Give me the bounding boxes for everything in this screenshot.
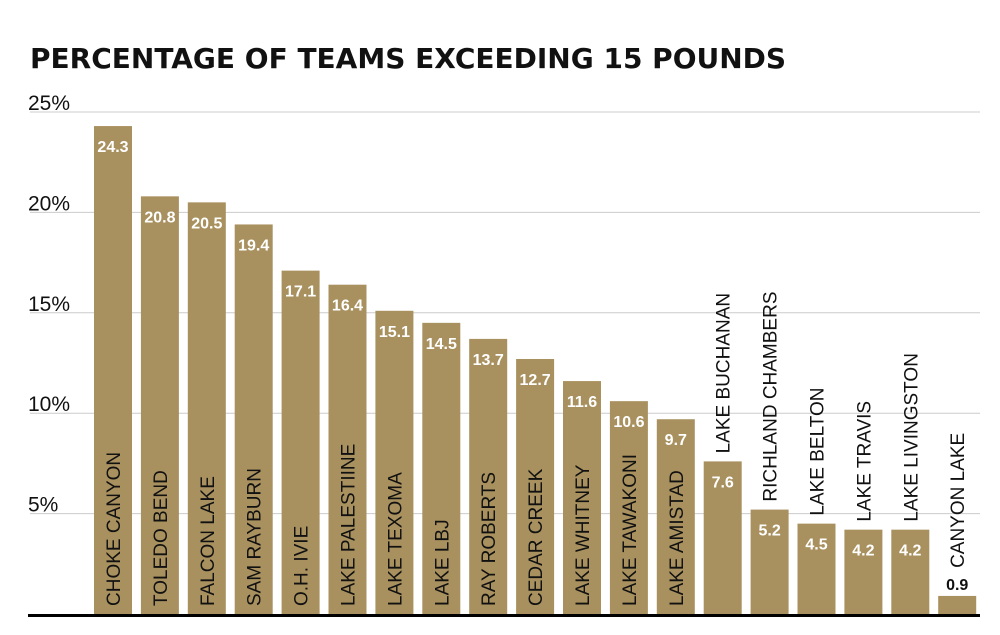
bar: [187, 202, 226, 615]
bar: [281, 270, 320, 614]
category-label: RAY ROBERTS: [479, 472, 500, 606]
bar-group: CHOKE CANYON 24.3: [94, 126, 132, 614]
category-label: SAM RAYBURN: [245, 468, 266, 606]
value-label: 4.2: [899, 543, 921, 560]
bar-group: LAKE PALESTIINE 16.4: [328, 284, 367, 614]
y-tick-label: 15%: [28, 293, 70, 316]
value-label: 14.5: [426, 336, 457, 353]
category-label: LAKE BUCHANAN: [714, 293, 735, 454]
category-label: TOLEDO BEND: [151, 470, 172, 606]
value-label: 15.1: [379, 324, 410, 341]
bar: [140, 196, 179, 614]
category-label: LAKE PALESTIINE: [339, 444, 360, 606]
bar-group: LAKE AMISTAD 9.7: [656, 419, 695, 614]
category-label: LAKE WHITNEY: [573, 464, 594, 606]
bar-group: LAKE TAWAKONI 10.6: [609, 401, 648, 614]
bars: CHOKE CANYON 24.3 TOLEDO BEND 20.8 FALCON LA…: [94, 126, 977, 615]
value-label: 24.3: [97, 139, 128, 156]
bar-group: LAKE TRAVIS 4.2: [844, 401, 883, 614]
bar: [609, 401, 648, 614]
y-tick-label: 10%: [28, 393, 70, 416]
bar: [234, 224, 273, 614]
value-label: 10.6: [613, 414, 644, 431]
bar-group: LAKE TEXOMA 15.1: [375, 310, 414, 614]
bar-group: O.H. IVIE 17.1: [281, 270, 320, 614]
category-label: LAKE LIVINGSTON: [901, 353, 922, 522]
value-label: 5.2: [758, 523, 780, 540]
bar: [703, 461, 742, 614]
bar: [422, 322, 461, 614]
category-label: LAKE TAWAKONI: [620, 454, 641, 606]
bar-group: LAKE LBJ 14.5: [422, 322, 461, 614]
value-label: 16.4: [332, 298, 363, 315]
value-label: 19.4: [238, 237, 269, 254]
y-tick-label: 20%: [28, 192, 70, 215]
category-label: LAKE AMISTAD: [667, 470, 688, 606]
bar: [891, 529, 930, 614]
bar: [750, 509, 789, 614]
category-label: RICHLAND CHAMBERS: [761, 291, 782, 501]
value-label: 9.7: [665, 432, 687, 449]
bar: [328, 284, 367, 614]
category-label: LAKE LBJ: [432, 519, 453, 606]
value-label: 7.6: [712, 474, 734, 491]
category-label: CANYON LAKE: [948, 433, 969, 568]
bar-group: TOLEDO BEND 20.8: [140, 196, 179, 614]
value-label: 11.6: [567, 394, 597, 411]
value-label: 20.5: [191, 215, 222, 232]
bar-group: RICHLAND CHAMBERS 5.2: [750, 291, 789, 614]
category-label: LAKE BELTON: [808, 387, 829, 515]
bar-group: CEDAR CREEK 12.7: [516, 358, 555, 614]
y-tick-label: 5%: [28, 494, 58, 517]
bar: [797, 523, 836, 614]
category-label: FALCON LAKE: [198, 476, 219, 606]
value-label: 17.1: [285, 284, 316, 301]
value-label: 13.7: [473, 352, 504, 369]
category-label: CHOKE CANYON: [104, 452, 125, 606]
value-label: 4.2: [852, 543, 874, 560]
bar: [938, 595, 977, 614]
bar-group: LAKE BUCHANAN 7.6: [703, 293, 742, 614]
bar: [563, 381, 601, 614]
value-label: 20.8: [144, 209, 175, 226]
category-label: LAKE TRAVIS: [854, 401, 875, 522]
bar-group: LAKE LIVINGSTON 4.2: [891, 353, 930, 614]
bar: [516, 358, 555, 614]
bar-group: SAM RAYBURN 19.4: [234, 224, 273, 614]
bar-group: CANYON LAKE 0.9: [938, 433, 977, 614]
bar-group: RAY ROBERTS 13.7: [469, 338, 508, 614]
value-label: 4.5: [805, 537, 827, 554]
bar: [656, 419, 695, 614]
bar: [94, 126, 132, 614]
bar-group: LAKE BELTON 4.5: [797, 387, 836, 614]
category-label: LAKE TEXOMA: [385, 472, 406, 606]
bar: [469, 338, 508, 614]
bar-group: LAKE WHITNEY 11.6: [563, 381, 601, 614]
value-label: 12.7: [520, 372, 551, 389]
bar: [844, 529, 883, 614]
category-label: O.H. IVIE: [292, 526, 313, 606]
category-label: CEDAR CREEK: [526, 468, 547, 606]
value-label: 0.9: [946, 577, 968, 594]
bar: [375, 310, 414, 614]
bar-group: FALCON LAKE 20.5: [187, 202, 226, 615]
chart-title: PERCENTAGE OF TEAMS EXCEEDING 15 POUNDS: [30, 42, 787, 75]
y-tick-label: 25%: [28, 92, 70, 115]
y-axis-ticks: 5% 10% 15% 20% 25%: [28, 92, 70, 517]
